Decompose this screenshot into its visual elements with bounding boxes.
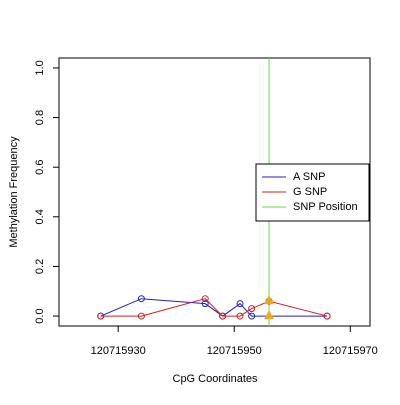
point	[137, 312, 145, 320]
point	[97, 312, 105, 320]
y-tick-label: 0.4	[34, 209, 46, 224]
y-tick-label: 1.0	[34, 60, 46, 75]
point	[248, 312, 256, 320]
y-tick-label: 0.6	[34, 160, 46, 175]
point	[236, 312, 244, 320]
x-tick-label: 120715950	[207, 345, 262, 357]
x-axis-label: CpG Coordinates	[173, 373, 258, 385]
snp-marker	[264, 310, 275, 320]
x-tick-label: 120715970	[323, 345, 378, 357]
legend-label: A SNP	[293, 171, 325, 183]
y-tick-label: 0.8	[34, 110, 46, 125]
legend-label: SNP Position	[293, 201, 358, 213]
y-axis-label: Methylation Frequency	[8, 136, 20, 248]
x-tick-label: 120715930	[91, 345, 146, 357]
plot-box	[58, 57, 371, 327]
y-tick-label: 0.2	[34, 259, 46, 274]
snp-marker	[264, 295, 275, 305]
point	[248, 305, 256, 313]
legend-label: G SNP	[293, 186, 327, 198]
point	[201, 295, 209, 303]
point	[323, 312, 331, 320]
point	[236, 300, 244, 308]
point	[137, 295, 145, 303]
point	[219, 312, 227, 320]
y-tick-label: 0.0	[34, 308, 46, 323]
point	[201, 300, 209, 308]
